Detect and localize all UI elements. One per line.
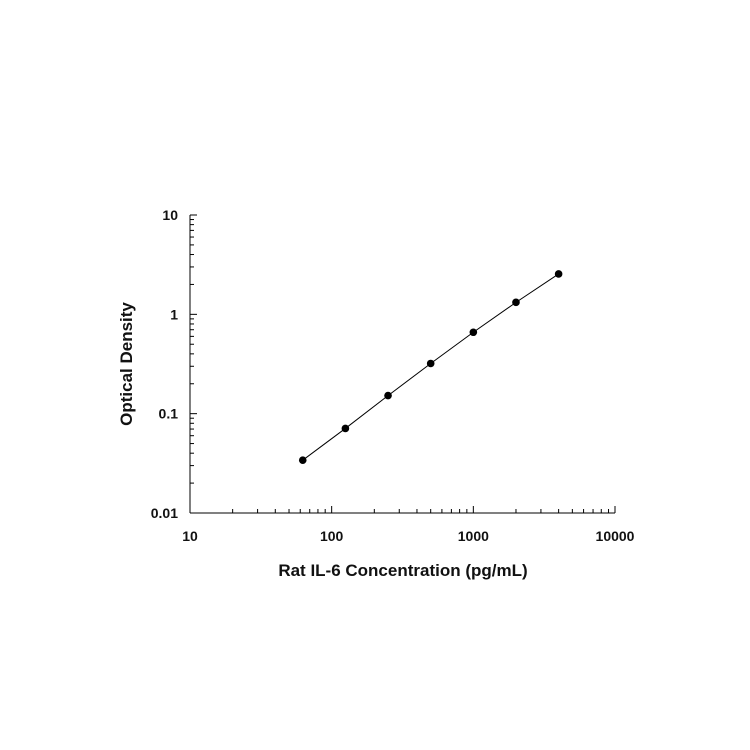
y-tick-label: 0.01 bbox=[151, 505, 178, 521]
x-tick-label: 1000 bbox=[458, 528, 489, 544]
data-point bbox=[298, 456, 307, 465]
x-tick-label: 10000 bbox=[596, 528, 635, 544]
y-tick-label: 0.1 bbox=[159, 406, 179, 422]
x-tick-label: 100 bbox=[320, 528, 344, 544]
data-points bbox=[298, 270, 563, 465]
y-tick-label: 1 bbox=[170, 306, 178, 322]
data-point bbox=[341, 424, 350, 433]
data-point bbox=[384, 391, 392, 400]
tick-labels: 0.01 0.1 1 10 10 100 1000 10000 bbox=[151, 207, 635, 544]
y-axis-title: Optical Density bbox=[117, 302, 136, 426]
axes bbox=[189, 214, 616, 514]
x-axis-title: Rat IL-6 Concentration (pg/mL) bbox=[278, 561, 527, 580]
x-tick-label: 10 bbox=[182, 528, 198, 544]
data-point bbox=[554, 270, 563, 278]
y-tick-label: 10 bbox=[162, 207, 178, 223]
data-point bbox=[469, 328, 478, 337]
data-point bbox=[512, 298, 520, 307]
data-point bbox=[426, 359, 435, 368]
